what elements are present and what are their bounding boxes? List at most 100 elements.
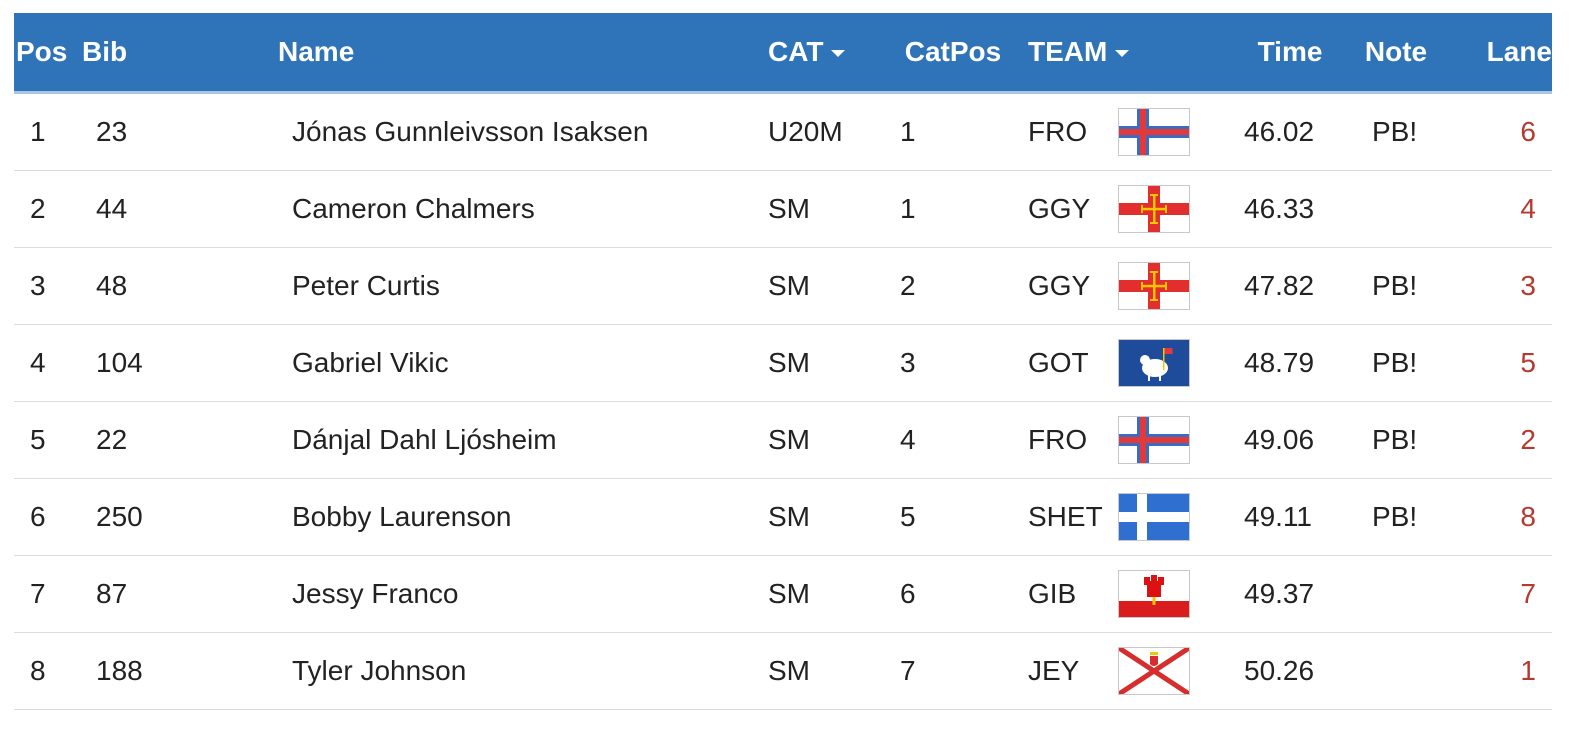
cell-catpos: 4 [878, 401, 1028, 479]
cell-bib: 22 [82, 401, 278, 479]
cell-athlete-name[interactable]: Tyler Johnson [278, 632, 768, 710]
table-header: Pos Bib Name CAT CatPos TEAM Time Note L… [14, 13, 1552, 94]
cell-athlete-name[interactable]: Jónas Gunnleivsson Isaksen [278, 92, 768, 171]
header-time[interactable]: Time [1236, 13, 1344, 94]
cell-note: PB! [1344, 247, 1448, 325]
team-code: FRO [1028, 116, 1088, 147]
header-name[interactable]: Name [278, 13, 768, 94]
cell-bib: 23 [82, 92, 278, 171]
cell-lane: 2 [1448, 401, 1552, 479]
cell-note: PB! [1344, 401, 1448, 479]
cell-category: U20M [768, 92, 878, 171]
header-team-filter[interactable]: TEAM [1028, 13, 1236, 94]
cell-time: 49.37 [1236, 555, 1344, 633]
team-code: GOT [1028, 347, 1089, 378]
cell-catpos: 3 [878, 324, 1028, 402]
header-note[interactable]: Note [1344, 13, 1448, 94]
cell-lane: 4 [1448, 170, 1552, 248]
guernsey-flag-icon [1118, 262, 1190, 310]
header-pos-label: Pos [16, 36, 68, 67]
table-row[interactable]: 3 48 Peter Curtis SM 2 GGY 47.82 PB! 3 [14, 247, 1552, 325]
cell-note [1344, 555, 1448, 633]
header-cat-label: CAT [768, 36, 824, 67]
guernsey-flag-icon [1118, 185, 1190, 233]
cell-lane: 7 [1448, 555, 1552, 633]
header-lane-label: Lane [1486, 36, 1552, 67]
cell-note: PB! [1344, 478, 1448, 556]
cell-category: SM [768, 324, 878, 402]
cell-pos: 6 [14, 478, 82, 556]
table-row[interactable]: 7 87 Jessy Franco SM 6 GIB 49.37 7 [14, 555, 1552, 633]
caret-down-icon [1115, 50, 1130, 58]
cell-bib: 188 [82, 632, 278, 710]
faroe-islands-flag-icon [1118, 108, 1190, 156]
shetland-flag-icon [1118, 493, 1190, 541]
cell-pos: 7 [14, 555, 82, 633]
cell-pos: 4 [14, 324, 82, 402]
gibraltar-flag-icon [1118, 570, 1190, 618]
cell-team: SHET [1028, 478, 1236, 556]
cell-catpos: 1 [878, 170, 1028, 248]
cell-team: GIB [1028, 555, 1236, 633]
cell-team: FRO [1028, 92, 1236, 171]
cell-athlete-name[interactable]: Peter Curtis [278, 247, 768, 325]
jersey-flag-icon [1118, 647, 1190, 695]
cell-athlete-name[interactable]: Jessy Franco [278, 555, 768, 633]
cell-time: 49.11 [1236, 478, 1344, 556]
cell-bib: 48 [82, 247, 278, 325]
cell-pos: 3 [14, 247, 82, 325]
cell-catpos: 6 [878, 555, 1028, 633]
cell-pos: 8 [14, 632, 82, 710]
cell-team: GGY [1028, 247, 1236, 325]
cell-category: SM [768, 632, 878, 710]
cell-athlete-name[interactable]: Dánjal Dahl Ljósheim [278, 401, 768, 479]
cell-team: FRO [1028, 401, 1236, 479]
cell-lane: 3 [1448, 247, 1552, 325]
gotland-flag-icon [1118, 339, 1190, 387]
cell-time: 47.82 [1236, 247, 1344, 325]
header-time-label: Time [1257, 36, 1323, 67]
team-code: GGY [1028, 270, 1091, 301]
header-catpos[interactable]: CatPos [878, 13, 1028, 94]
cell-note [1344, 170, 1448, 248]
cell-team: JEY [1028, 632, 1236, 710]
table-row[interactable]: 8 188 Tyler Johnson SM 7 JEY 50.26 1 [14, 632, 1552, 710]
cell-catpos: 2 [878, 247, 1028, 325]
header-lane[interactable]: Lane [1448, 13, 1552, 94]
cell-bib: 87 [82, 555, 278, 633]
cell-bib: 44 [82, 170, 278, 248]
results-table: Pos Bib Name CAT CatPos TEAM Time Note L… [14, 13, 1552, 710]
header-team-label: TEAM [1028, 36, 1108, 67]
cell-athlete-name[interactable]: Bobby Laurenson [278, 478, 768, 556]
cell-lane: 6 [1448, 92, 1552, 171]
cell-catpos: 1 [878, 92, 1028, 171]
cell-athlete-name[interactable]: Cameron Chalmers [278, 170, 768, 248]
cell-time: 48.79 [1236, 324, 1344, 402]
table-row[interactable]: 5 22 Dánjal Dahl Ljósheim SM 4 FRO 49.06… [14, 401, 1552, 479]
table-row[interactable]: 2 44 Cameron Chalmers SM 1 GGY 46.33 4 [14, 170, 1552, 248]
cell-lane: 1 [1448, 632, 1552, 710]
header-pos[interactable]: Pos [14, 13, 82, 94]
cell-lane: 8 [1448, 478, 1552, 556]
cell-pos: 1 [14, 92, 82, 171]
header-catpos-label: CatPos [904, 36, 1002, 67]
header-name-label: Name [278, 36, 355, 67]
cell-athlete-name[interactable]: Gabriel Vikic [278, 324, 768, 402]
cell-time: 49.06 [1236, 401, 1344, 479]
team-code: GGY [1028, 193, 1091, 224]
header-row: Pos Bib Name CAT CatPos TEAM Time Note L… [14, 13, 1552, 94]
cell-bib: 250 [82, 478, 278, 556]
team-code: SHET [1028, 501, 1103, 532]
cell-lane: 5 [1448, 324, 1552, 402]
table-row[interactable]: 6 250 Bobby Laurenson SM 5 SHET 49.11 PB… [14, 478, 1552, 556]
cell-team: GGY [1028, 170, 1236, 248]
header-bib[interactable]: Bib [82, 13, 278, 94]
table-row[interactable]: 4 104 Gabriel Vikic SM 3 GOT 48.79 PB! 5 [14, 324, 1552, 402]
cell-pos: 2 [14, 170, 82, 248]
cell-time: 46.02 [1236, 92, 1344, 171]
header-cat-filter[interactable]: CAT [768, 13, 878, 94]
table-row[interactable]: 1 23 Jónas Gunnleivsson Isaksen U20M 1 F… [14, 92, 1552, 171]
team-code: FRO [1028, 424, 1088, 455]
cell-note [1344, 632, 1448, 710]
header-bib-label: Bib [82, 36, 128, 67]
